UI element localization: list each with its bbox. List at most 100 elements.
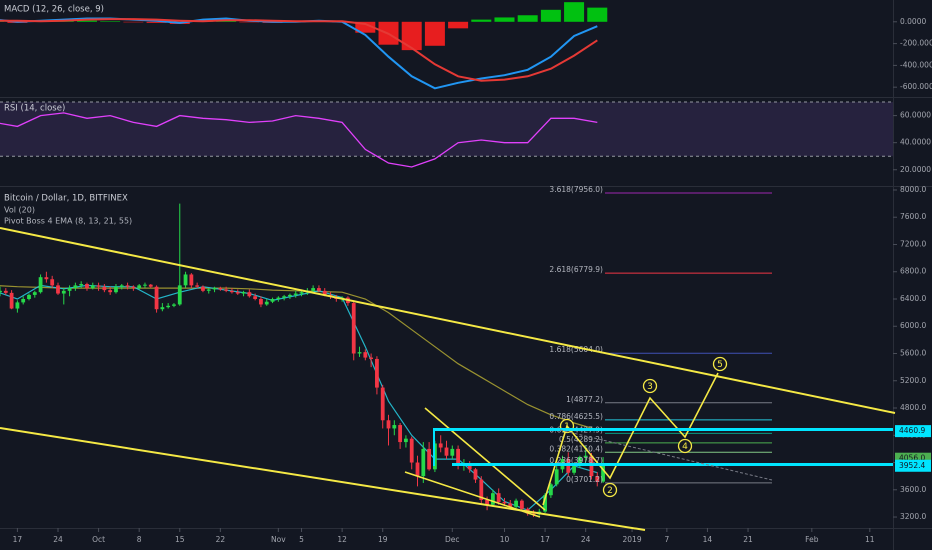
price-label: 3952.4 [899, 461, 925, 470]
histogram-bar [471, 19, 492, 22]
x-tick-label: 8 [137, 535, 142, 544]
y-tick-label: 60.0000 [900, 111, 931, 120]
wedge-line [424, 407, 546, 511]
y-tick-label: 7600.0 [900, 212, 926, 221]
candle-body [276, 297, 281, 299]
candle-body [386, 420, 391, 429]
y-tick-label: -200.0000 [900, 39, 932, 48]
wave-label: 5 [717, 360, 723, 370]
candle-body [253, 296, 258, 299]
candle-body [317, 288, 321, 291]
candle-body [490, 493, 495, 505]
candle-body [131, 286, 136, 289]
price-label: 4460.9 [899, 426, 925, 435]
histogram-bar [76, 20, 97, 22]
fib-label: 0.382(4150.4) [549, 444, 603, 453]
candle-body [398, 425, 403, 443]
candle-body [311, 288, 316, 291]
candle-body [409, 438, 414, 463]
wave-marker [642, 378, 658, 394]
trend-line [0, 227, 896, 414]
x-tick-label: 17 [540, 535, 550, 544]
y-tick-label: -600.0000 [900, 82, 932, 91]
fib-label: 0(3701.2) [566, 475, 603, 484]
x-tick-label: 5 [299, 535, 304, 544]
candle-body [172, 304, 176, 306]
candle-body [479, 479, 484, 500]
x-tick-label: 15 [175, 535, 185, 544]
candle-body [224, 289, 229, 291]
x-tick-label: Dec [445, 535, 460, 544]
y-tick-label: -400.0000 [900, 60, 932, 69]
y-tick-label: 6800.0 [900, 267, 926, 276]
candle-body [456, 448, 460, 466]
candle-body [73, 285, 78, 289]
candle-body [282, 296, 287, 298]
x-tick-label: 24 [53, 535, 63, 544]
price-label: 4056.0 [899, 454, 925, 463]
wave-label: 3 [647, 382, 653, 392]
trend-line [0, 427, 646, 531]
candle-body [3, 290, 8, 293]
candle-body [177, 285, 182, 305]
y-tick-label: 6400.0 [900, 294, 926, 303]
x-tick-label: 10 [500, 535, 510, 544]
candle-body [15, 302, 20, 309]
candle-body [38, 277, 43, 293]
candle-body [137, 285, 142, 289]
candle-body [114, 286, 118, 293]
candle-body [514, 500, 518, 507]
x-tick-label: Oct [92, 535, 105, 544]
candle-body [160, 307, 165, 310]
candle-body [421, 448, 426, 477]
histogram-bar [494, 17, 515, 22]
y-tick-label: 3200.0 [900, 512, 926, 521]
zone-line [452, 463, 893, 466]
histogram-bar [401, 21, 422, 51]
candle-body [67, 288, 72, 291]
candle-body [32, 292, 37, 295]
candle-body [288, 294, 292, 297]
candle-body [467, 463, 472, 470]
histogram-bar [146, 21, 167, 23]
candle-body [96, 285, 101, 287]
candle-body [9, 292, 14, 309]
wave-label: 4 [682, 442, 688, 452]
histogram-bar [100, 21, 121, 22]
candle-body [148, 284, 153, 287]
candle-body [61, 290, 66, 294]
y-tick-label: 6000.0 [900, 321, 926, 330]
fib-label: 0.5(4289.2) [559, 435, 603, 444]
candle-body [450, 448, 455, 456]
price-label-box [895, 425, 931, 438]
candle-body [293, 293, 298, 295]
candle-body [0, 290, 2, 293]
candle-body [201, 286, 205, 291]
dashed-trend [559, 429, 773, 481]
fib-label: 0.786(4625.5) [549, 412, 603, 421]
candle-body [189, 274, 194, 286]
histogram-bar [123, 21, 144, 23]
histogram-bar [424, 21, 445, 46]
x-tick-label: 21 [743, 535, 753, 544]
plot-area [0, 2, 893, 518]
candle-body [519, 500, 524, 509]
x-tick-label: Nov [271, 535, 286, 544]
candle-body [299, 292, 304, 294]
candle-body [351, 303, 356, 354]
pane-title: MACD (12, 26, close, 9) [4, 5, 104, 15]
candle-body [473, 469, 478, 480]
fib-label: 1(4877.2) [566, 395, 603, 404]
histogram-bar [355, 21, 376, 33]
candle-body [496, 493, 501, 503]
x-tick-label: 24 [581, 535, 591, 544]
y-tick-label: 3600.0 [900, 485, 926, 494]
candle-body [143, 284, 147, 286]
candle-body [415, 462, 420, 477]
candle-body [502, 502, 507, 504]
candle-body [548, 484, 553, 496]
macd-line [0, 18, 598, 82]
histogram-bar [517, 15, 538, 22]
